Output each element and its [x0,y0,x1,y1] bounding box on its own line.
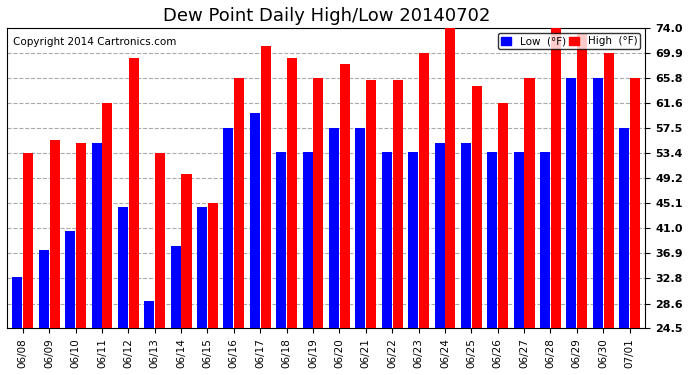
Bar [408,152,418,328]
Bar [155,153,165,328]
Bar [487,152,497,328]
Bar [382,152,392,328]
Bar [461,143,471,328]
Bar [144,301,155,328]
Bar [234,78,244,328]
Bar [329,128,339,328]
Text: Copyright 2014 Cartronics.com: Copyright 2014 Cartronics.com [13,37,177,47]
Bar [551,28,561,328]
Bar [303,152,313,328]
Bar [170,246,181,328]
Bar [435,143,444,328]
Bar [129,58,139,328]
Bar [50,140,59,328]
Bar [339,64,350,328]
Bar [630,78,640,328]
Bar [445,28,455,328]
Bar [540,152,550,328]
Bar [118,207,128,328]
Bar [578,34,587,328]
Bar [513,152,524,328]
Bar [102,103,112,328]
Bar [593,78,603,328]
Bar [23,153,33,328]
Bar [12,277,22,328]
Bar [419,53,429,328]
Bar [313,78,324,328]
Bar [65,231,75,328]
Bar [76,143,86,328]
Bar [287,58,297,328]
Bar [566,78,576,328]
Bar [224,128,233,328]
Bar [524,78,535,328]
Bar [498,103,508,328]
Title: Dew Point Daily High/Low 20140702: Dew Point Daily High/Low 20140702 [163,7,490,25]
Bar [619,128,629,328]
Bar [393,80,402,328]
Bar [472,86,482,328]
Legend: Low  (°F), High  (°F): Low (°F), High (°F) [497,33,640,50]
Bar [181,174,192,328]
Bar [276,152,286,328]
Bar [197,207,207,328]
Bar [261,46,270,328]
Bar [366,80,376,328]
Bar [208,203,218,328]
Bar [92,143,101,328]
Bar [250,113,260,328]
Bar [39,249,49,328]
Bar [604,53,613,328]
Bar [355,128,366,328]
